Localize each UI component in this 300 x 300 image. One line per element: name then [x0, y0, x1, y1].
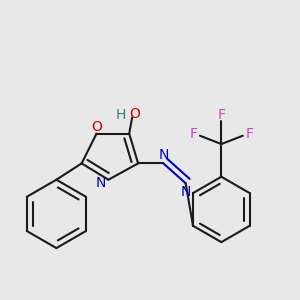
- Text: N: N: [159, 148, 169, 162]
- Text: H: H: [116, 108, 126, 122]
- Text: F: F: [189, 127, 197, 141]
- Text: F: F: [217, 108, 225, 122]
- Text: O: O: [91, 120, 102, 134]
- Text: O: O: [129, 107, 140, 121]
- Text: F: F: [245, 127, 253, 141]
- Text: N: N: [181, 184, 191, 199]
- Text: N: N: [96, 176, 106, 190]
